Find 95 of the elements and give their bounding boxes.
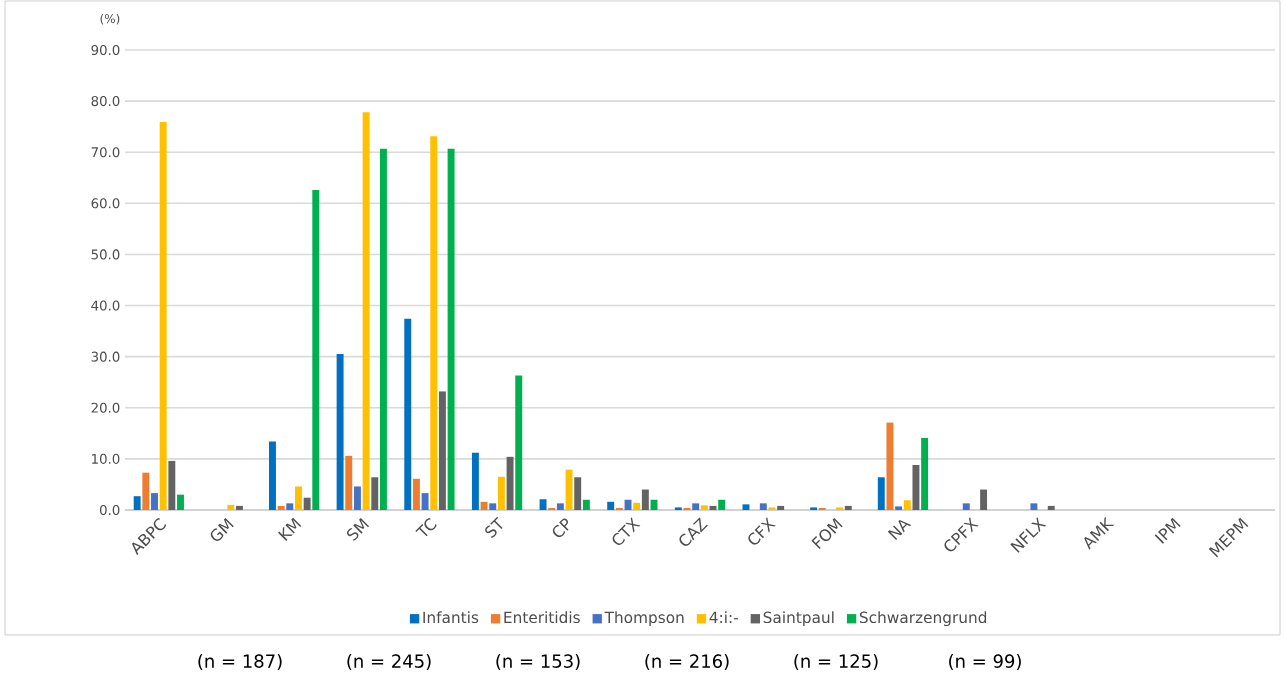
bar bbox=[556, 503, 564, 510]
bar bbox=[421, 493, 429, 510]
bar bbox=[877, 477, 885, 510]
bar bbox=[886, 422, 894, 510]
bar bbox=[641, 489, 649, 510]
bar bbox=[718, 499, 726, 510]
text: (n = 99) bbox=[949, 653, 1021, 671]
bar bbox=[438, 391, 446, 510]
y-tick-label: 0.0 bbox=[99, 504, 120, 516]
bar bbox=[227, 504, 235, 510]
bar bbox=[151, 493, 158, 510]
bar bbox=[497, 476, 505, 510]
bar bbox=[515, 375, 523, 510]
text: (n = 187) bbox=[198, 653, 282, 671]
y-tick-label: 50.0 bbox=[91, 249, 120, 260]
bar bbox=[759, 503, 767, 510]
bar bbox=[236, 505, 243, 510]
x-tick-label: NA bbox=[887, 519, 912, 540]
y-tick-label: 40.0 bbox=[91, 300, 120, 311]
x-tick-label: TC bbox=[415, 518, 437, 537]
bar bbox=[548, 507, 556, 510]
bar bbox=[447, 148, 455, 510]
y-tick-label: 60.0 bbox=[91, 198, 120, 209]
legend-label: Infantis bbox=[423, 611, 479, 624]
bar bbox=[921, 437, 929, 510]
bar bbox=[980, 489, 988, 510]
bar bbox=[506, 456, 514, 510]
bar bbox=[312, 190, 320, 510]
x-tick-label: CP bbox=[552, 518, 569, 538]
y-tick-label: 30.0 bbox=[91, 351, 120, 362]
bar bbox=[903, 500, 911, 510]
bar bbox=[912, 465, 920, 510]
bar bbox=[133, 496, 141, 510]
bar bbox=[700, 505, 708, 510]
bar bbox=[336, 354, 344, 510]
bar bbox=[692, 503, 700, 510]
y-tick-label: 10.0 bbox=[92, 453, 120, 464]
bar bbox=[777, 505, 785, 510]
bar bbox=[177, 494, 184, 510]
x-tick-label: SM bbox=[346, 517, 370, 541]
bar bbox=[539, 499, 547, 510]
bar bbox=[286, 503, 294, 510]
bar bbox=[574, 477, 582, 510]
bar bbox=[565, 469, 573, 510]
bar bbox=[142, 472, 150, 510]
bar bbox=[404, 318, 412, 510]
bar bbox=[294, 486, 302, 510]
bar bbox=[362, 112, 370, 510]
bar bbox=[379, 148, 387, 510]
x-tick-label: IPM bbox=[1154, 517, 1181, 544]
bar bbox=[489, 503, 497, 510]
bar bbox=[607, 501, 615, 510]
bar bbox=[168, 460, 176, 510]
bar bbox=[962, 503, 970, 510]
bar bbox=[768, 507, 776, 510]
bar bbox=[895, 506, 903, 510]
bar bbox=[633, 502, 641, 510]
text: (n = 153) bbox=[496, 653, 580, 671]
y-tick-label: 80.0 bbox=[91, 96, 120, 107]
bar bbox=[1047, 505, 1055, 510]
legend-label: Enteritidis bbox=[504, 611, 580, 624]
legend-label: 4:i:- bbox=[709, 611, 738, 623]
bar bbox=[818, 507, 826, 510]
bar bbox=[582, 499, 590, 510]
bar bbox=[471, 452, 479, 510]
x-tick-label: GM bbox=[210, 517, 234, 541]
text: (n = 245) bbox=[347, 653, 431, 671]
legend-label: Schwarzengrund bbox=[859, 611, 987, 627]
bar bbox=[1030, 503, 1038, 510]
bar bbox=[430, 136, 438, 510]
bar bbox=[844, 505, 852, 510]
y-axis-title: (%) bbox=[100, 13, 120, 25]
y-tick-label: 70.0 bbox=[91, 147, 120, 158]
legend-label: Thompson bbox=[604, 611, 684, 627]
bar bbox=[268, 441, 276, 510]
text: (n = 125) bbox=[794, 653, 878, 671]
bar bbox=[345, 455, 353, 510]
bar bbox=[412, 478, 420, 510]
bar bbox=[159, 122, 167, 510]
bar bbox=[353, 486, 361, 510]
bar bbox=[615, 507, 623, 510]
y-tick-label: 20.0 bbox=[91, 402, 120, 413]
bar bbox=[277, 505, 285, 510]
x-tick-label: KM bbox=[278, 517, 302, 541]
bar bbox=[742, 504, 750, 510]
bar bbox=[674, 507, 682, 510]
bar bbox=[371, 477, 379, 510]
bar bbox=[303, 497, 311, 510]
bar bbox=[836, 507, 844, 510]
y-tick-label: 90.0 bbox=[91, 44, 120, 56]
x-tick-label: ST bbox=[485, 516, 503, 538]
text: (n = 216) bbox=[645, 653, 729, 671]
legend-label: Saintpaul bbox=[763, 611, 834, 627]
bar bbox=[810, 507, 818, 510]
bar bbox=[480, 501, 488, 510]
